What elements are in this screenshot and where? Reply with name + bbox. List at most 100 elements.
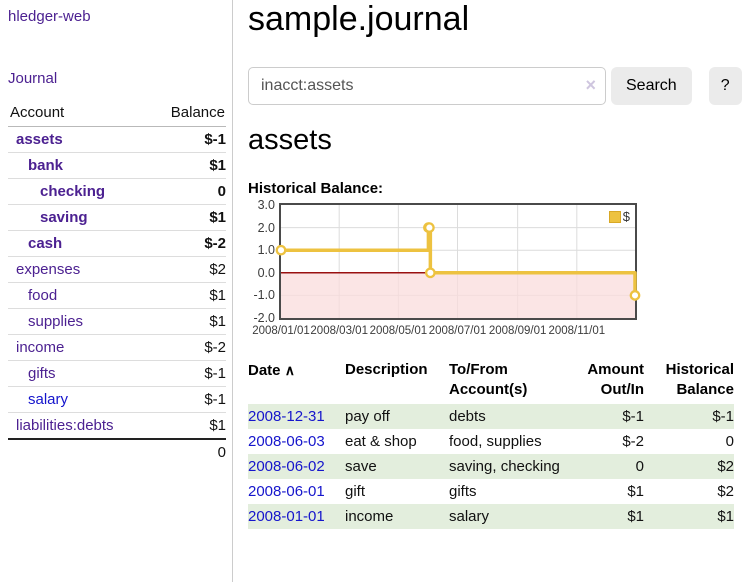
- account-balance: $-1: [149, 386, 226, 413]
- account-name-cell: saving: [8, 204, 150, 231]
- sidebar-account-link-saving[interactable]: saving: [40, 209, 88, 226]
- y-axis-tick-label: 2.0: [257, 220, 275, 235]
- transaction-row: 2008-06-02 save saving, checking 0 $2: [248, 454, 734, 479]
- transaction-row: 2008-12-31 pay off debts $-1 $-1: [248, 404, 734, 429]
- transaction-accounts: gifts: [449, 483, 477, 500]
- transaction-row: 2008-06-03 eat & shop food, supplies $-2 0: [248, 429, 734, 454]
- transaction-date-cell: 2008-12-31: [248, 404, 345, 429]
- transaction-description: income: [345, 508, 394, 525]
- transaction-amount: $1: [627, 508, 644, 525]
- app-brand-link[interactable]: hledger-web: [8, 8, 91, 25]
- sidebar-account-link-cash[interactable]: cash: [28, 235, 63, 252]
- search-button[interactable]: Search: [611, 67, 692, 105]
- x-axis-tick-label: 2008/03/01: [310, 325, 368, 337]
- accounts-header-balance: Balance: [149, 100, 226, 127]
- register-header-amount: Amount Out/In: [587, 361, 644, 398]
- account-name-cell: income: [8, 334, 150, 361]
- account-name-cell: cash: [8, 230, 150, 257]
- account-name-cell: expenses: [8, 256, 150, 283]
- y-axis-tick-label: 3.0: [257, 198, 275, 212]
- sidebar-account-link-bank[interactable]: bank: [28, 157, 64, 174]
- transaction-balance: $1: [717, 508, 734, 525]
- transaction-date-cell: 2008-01-01: [248, 504, 345, 529]
- search-input-wrap: ×: [248, 67, 606, 105]
- transaction-date-link[interactable]: 2008-12-31: [248, 408, 325, 425]
- register-header-description: Description: [345, 361, 428, 378]
- y-axis-tick-label: 0.0: [257, 265, 275, 280]
- sidebar-item-journal[interactable]: Journal: [8, 70, 58, 87]
- y-axis-tick-label: -2.0: [253, 311, 275, 325]
- transaction-row: 2008-01-01 income salary $1 $1: [248, 504, 734, 529]
- account-balance: $-2: [149, 334, 226, 361]
- account-row: bank $1: [8, 152, 226, 179]
- sidebar-account-link-gifts[interactable]: gifts: [28, 365, 56, 382]
- sidebar: hledger-web Journal Account Balance asse…: [0, 0, 233, 582]
- sidebar-account-link-income[interactable]: income: [16, 339, 65, 356]
- register-header-row: Date ∧ Description To/From Account(s) Amo…: [248, 358, 734, 404]
- transaction-description: eat & shop: [345, 433, 417, 450]
- x-axis-tick-label: 2008/09/01: [488, 325, 547, 337]
- account-row: salary $-1: [8, 386, 226, 413]
- transaction-date-link[interactable]: 2008-06-01: [248, 483, 325, 500]
- transaction-date-cell: 2008-06-01: [248, 479, 345, 504]
- chart-title: Historical Balance:: [248, 180, 384, 197]
- search-input[interactable]: [248, 67, 606, 105]
- page-title: sample.journal: [248, 0, 470, 38]
- transaction-date-cell: 2008-06-02: [248, 454, 345, 479]
- help-button[interactable]: ?: [708, 67, 742, 105]
- account-balance: $1: [149, 282, 226, 309]
- transaction-description: save: [345, 458, 377, 475]
- sidebar-account-link-salary[interactable]: salary: [28, 391, 69, 408]
- account-name-cell: food: [8, 282, 150, 309]
- main-content: sample.journal × Search ? assets Histori…: [248, 0, 742, 582]
- accounts-total-spacer: [8, 438, 150, 465]
- x-axis-tick-label: 2008/01/01: [252, 325, 310, 337]
- register-header-date[interactable]: Date ∧: [248, 362, 295, 379]
- sidebar-account-link-expenses[interactable]: expenses: [16, 261, 81, 278]
- transaction-amount: $1: [627, 483, 644, 500]
- chart-legend: $: [608, 209, 630, 224]
- account-row: food $1: [8, 282, 226, 309]
- account-name-cell: gifts: [8, 360, 150, 387]
- search-form: × Search ?: [248, 67, 742, 105]
- sidebar-account-link-liabilities-debts[interactable]: liabilities:debts: [16, 417, 114, 434]
- transaction-description: pay off: [345, 408, 390, 425]
- account-row: income $-2: [8, 334, 226, 361]
- account-row: liabilities:debts $1: [8, 412, 226, 440]
- accounts-header-account: Account: [8, 100, 150, 127]
- transaction-amount: $-2: [622, 433, 644, 450]
- account-balance: 0: [149, 178, 226, 205]
- transaction-accounts: debts: [449, 408, 486, 425]
- account-balance: $1: [149, 412, 226, 440]
- account-row: saving $1: [8, 204, 226, 231]
- sidebar-account-link-checking[interactable]: checking: [40, 183, 106, 200]
- register-header-tofrom: To/From Account(s): [449, 361, 528, 398]
- account-row: expenses $2: [8, 256, 226, 283]
- transaction-date-link[interactable]: 2008-06-02: [248, 458, 325, 475]
- transaction-date-link[interactable]: 2008-06-03: [248, 433, 325, 450]
- sidebar-account-link-assets[interactable]: assets: [16, 131, 63, 148]
- sidebar-account-link-supplies[interactable]: supplies: [28, 313, 84, 330]
- transaction-row: 2008-06-01 gift gifts $1 $2: [248, 479, 734, 504]
- x-axis-tick-label: 2008/07/01: [428, 325, 487, 337]
- transaction-balance: $2: [717, 458, 734, 475]
- y-axis-tick-label: -1.0: [253, 288, 275, 303]
- transaction-balance: $-1: [712, 408, 734, 425]
- x-axis-tick-label: 2008/05/01: [369, 325, 428, 337]
- clear-search-icon[interactable]: ×: [585, 75, 596, 95]
- account-row: checking 0: [8, 178, 226, 205]
- account-balance: $-1: [149, 360, 226, 387]
- account-name-cell: assets: [8, 126, 150, 153]
- transaction-accounts: food, supplies: [449, 433, 542, 450]
- account-name-cell: checking: [8, 178, 150, 205]
- transaction-date-link[interactable]: 2008-01-01: [248, 508, 325, 525]
- transaction-amount: $-1: [622, 408, 644, 425]
- account-name-cell: bank: [8, 152, 150, 179]
- account-row: supplies $1: [8, 308, 226, 335]
- sidebar-account-link-food[interactable]: food: [28, 287, 58, 304]
- account-row: cash $-2: [8, 230, 226, 257]
- account-heading: assets: [248, 124, 332, 156]
- chart-plot-area[interactable]: $: [275, 203, 641, 320]
- y-axis-tick-label: 1.0: [257, 243, 275, 258]
